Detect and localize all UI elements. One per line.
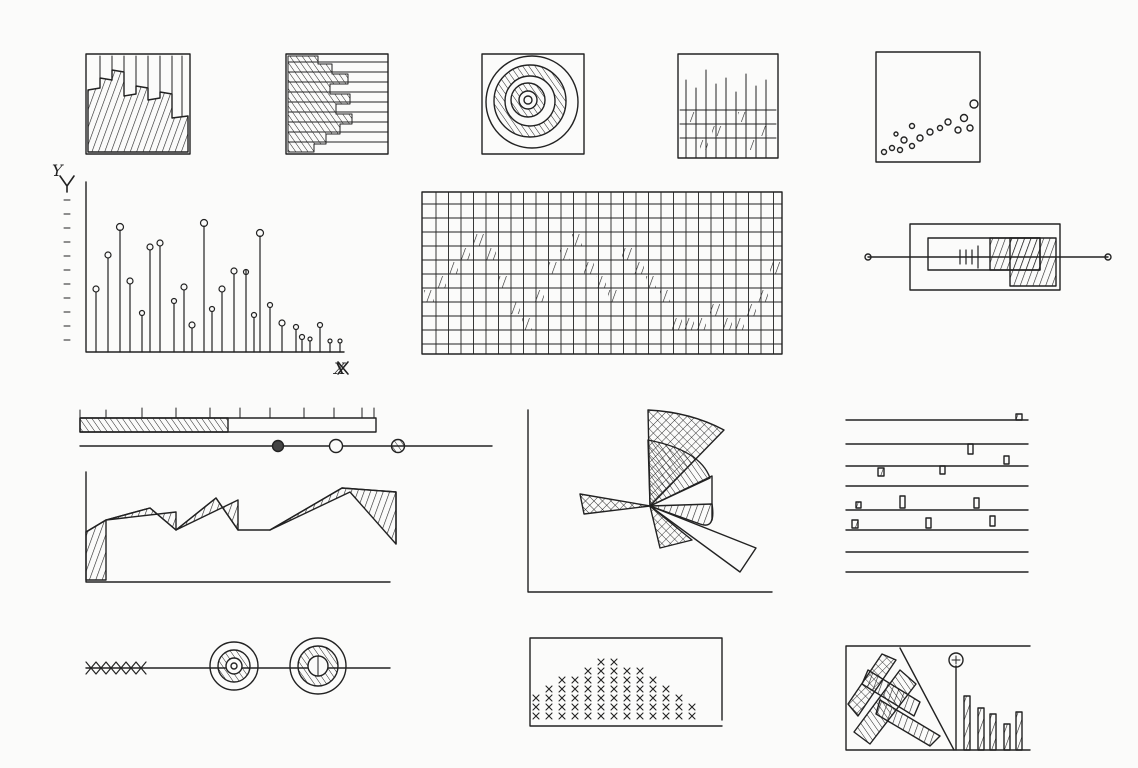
grid-strip-sketch bbox=[677, 53, 779, 159]
glyph-timeline-sketch bbox=[85, 637, 391, 695]
box-plot-sketch bbox=[864, 223, 1112, 291]
lollipop-chart-sketch bbox=[59, 175, 349, 375]
concentric-rings-sketch bbox=[481, 53, 585, 155]
event-lines-sketch bbox=[845, 413, 1029, 573]
hatched-step-area-sketch bbox=[85, 53, 191, 155]
x-axis-label: X bbox=[332, 359, 346, 378]
y-axis-label: Y bbox=[52, 161, 64, 180]
diagonal-bars-sketch bbox=[845, 645, 1031, 751]
horizontal-bars-sketch bbox=[285, 53, 389, 155]
sawtooth-area-sketch bbox=[85, 471, 397, 583]
grid-heatmap-sketch bbox=[421, 191, 783, 355]
cross-columns-sketch bbox=[529, 637, 723, 727]
scatter-bubbles-sketch bbox=[875, 51, 981, 163]
polar-rose-sketch bbox=[527, 409, 773, 593]
progress-bar-timeline-sketch bbox=[79, 407, 493, 454]
